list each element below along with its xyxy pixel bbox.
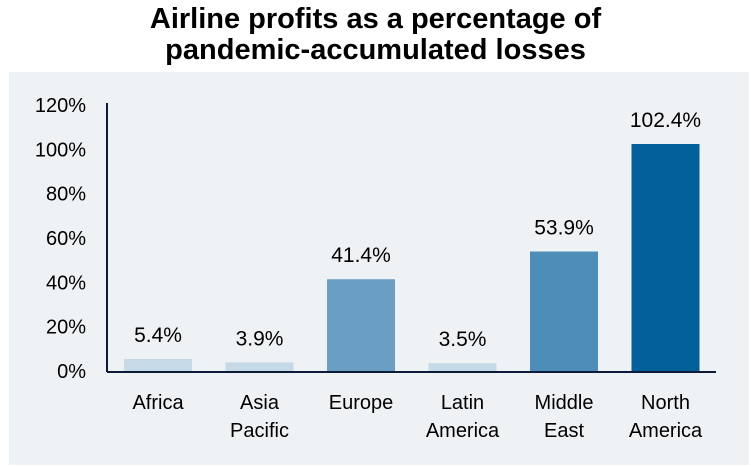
x-category-label: North — [641, 392, 690, 414]
x-category-label: America — [629, 420, 703, 442]
y-tick-label: 60% — [46, 228, 86, 250]
y-tick-label: 80% — [46, 184, 86, 206]
x-category-label: Africa — [132, 392, 184, 414]
chart-title: Airline profits as a percentage of pande… — [0, 4, 751, 66]
bar — [327, 279, 395, 371]
y-tick-label: 0% — [57, 361, 86, 383]
x-category-label: Pacific — [230, 420, 289, 442]
x-category-label: Middle — [535, 392, 594, 414]
x-category-label: America — [426, 420, 500, 442]
bar — [428, 363, 497, 371]
bar — [124, 359, 192, 371]
chart-title-line-2: pandemic-accumulated losses — [165, 34, 586, 66]
plot-area — [9, 72, 749, 465]
data-label: 102.4% — [630, 109, 701, 132]
data-label: 3.5% — [439, 328, 487, 351]
bar — [530, 251, 598, 371]
x-category-label: East — [544, 420, 584, 442]
y-tick-label: 40% — [46, 272, 86, 294]
x-category-label: Asia — [240, 392, 280, 414]
bar — [631, 144, 700, 371]
data-label: 5.4% — [134, 324, 182, 347]
chart-title-line-1: Airline profits as a percentage of — [149, 3, 602, 35]
y-tick-label: 120% — [35, 95, 86, 117]
data-label: 53.9% — [534, 217, 594, 240]
data-label: 3.9% — [236, 327, 284, 350]
x-category-label: Europe — [329, 392, 394, 414]
bar — [225, 362, 294, 371]
y-tick-label: 100% — [35, 139, 86, 161]
data-label: 41.4% — [331, 244, 391, 267]
y-tick-label: 20% — [46, 317, 86, 339]
x-category-label: Latin — [441, 392, 484, 414]
